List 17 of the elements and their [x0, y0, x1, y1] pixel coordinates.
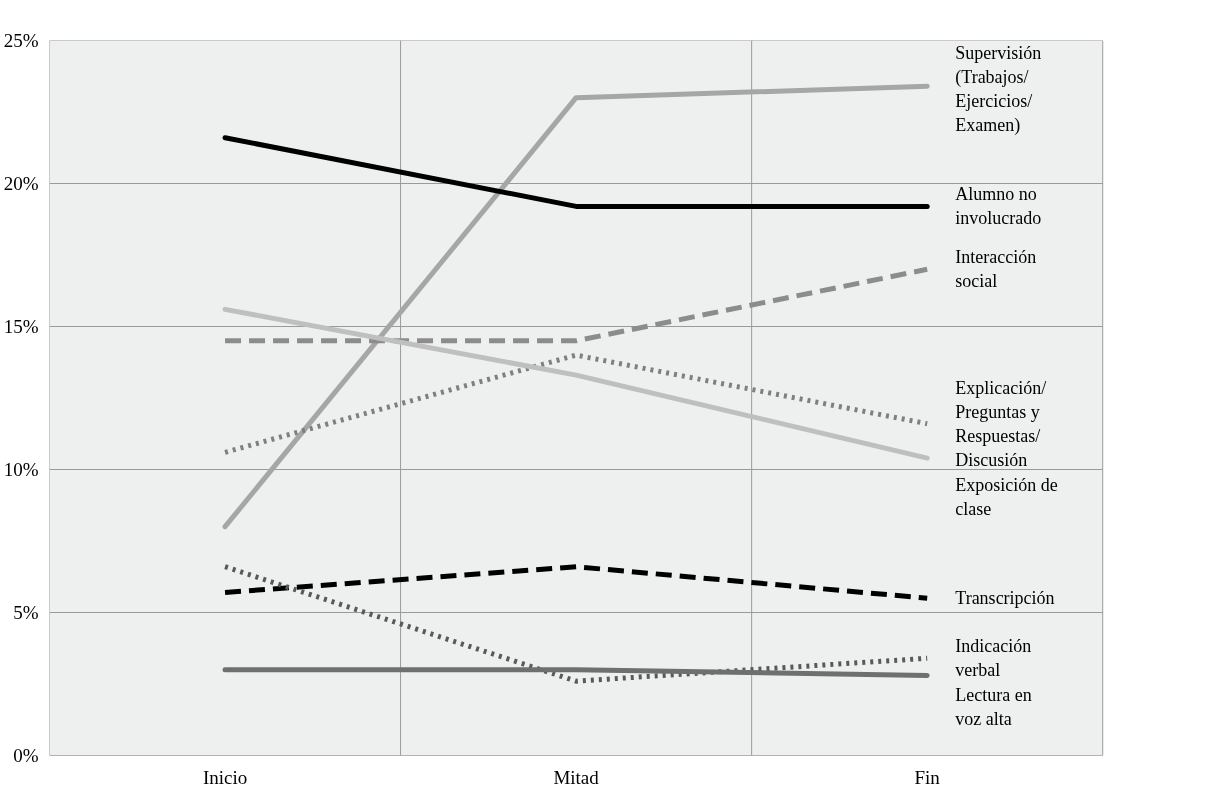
x-tick-label: Mitad — [553, 766, 600, 788]
series-label: Supervisión (Trabajos/ Ejercicios/ Examen) — [955, 43, 1042, 137]
y-tick-label: 20% — [3, 173, 39, 194]
series-label: Lectura en voz alta — [955, 684, 1032, 729]
x-tick-label: Fin — [914, 766, 941, 788]
series-label: Indicación verbal — [955, 636, 1032, 681]
y-tick-label: 15% — [3, 316, 39, 337]
series-label: Exposición de clase — [955, 474, 1058, 519]
series-label: Alumno no involucrado — [955, 184, 1042, 229]
y-tick-label: 25% — [3, 30, 39, 51]
x-tick-label: Inicio — [202, 766, 248, 788]
series-label: Interacción social — [955, 247, 1037, 292]
series-label: Explicación/ Preguntas y Respuestas/ Discusión — [955, 377, 1047, 470]
y-tick-label: 10% — [3, 459, 39, 480]
series-label: Transcripción — [955, 588, 1055, 609]
y-tick-label: 5% — [13, 602, 39, 623]
y-tick-label: 0% — [13, 745, 39, 766]
